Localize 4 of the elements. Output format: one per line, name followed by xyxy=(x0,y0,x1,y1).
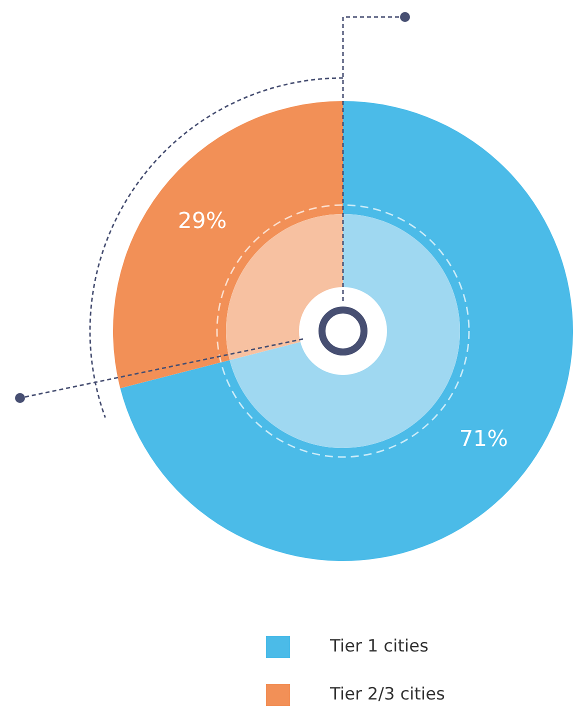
data-label: 29% xyxy=(178,208,227,234)
legend-label: Tier 2/3 cities xyxy=(329,684,446,705)
data-label: 71% xyxy=(459,427,508,452)
legend-label: Tier 1 cities xyxy=(329,636,429,657)
